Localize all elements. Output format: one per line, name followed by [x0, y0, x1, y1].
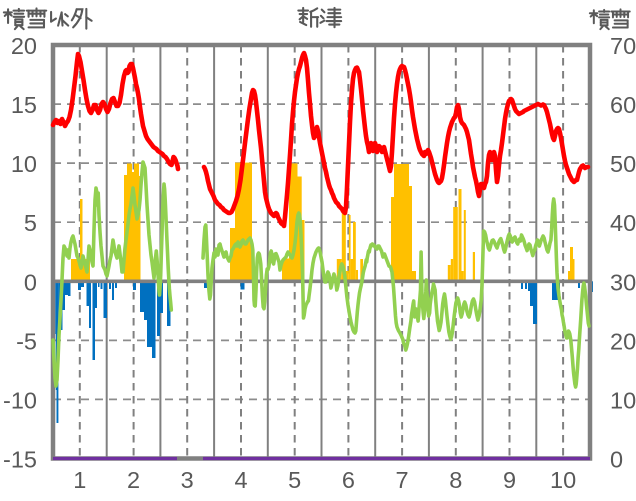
svg-text:40: 40: [610, 210, 636, 236]
svg-text:10: 10: [550, 467, 576, 493]
svg-text:15: 15: [11, 92, 37, 118]
svg-text:-5: -5: [16, 328, 37, 354]
svg-text:30: 30: [610, 269, 636, 295]
svg-text:70: 70: [610, 33, 636, 59]
svg-text:9: 9: [503, 467, 516, 493]
svg-text:5: 5: [24, 210, 37, 236]
svg-text:60: 60: [610, 92, 636, 118]
svg-text:0: 0: [610, 447, 623, 473]
svg-text:10: 10: [610, 387, 636, 413]
svg-text:20: 20: [610, 328, 636, 354]
svg-text:7: 7: [396, 467, 409, 493]
svg-text:20: 20: [11, 33, 37, 59]
svg-text:8: 8: [449, 467, 462, 493]
svg-text:1: 1: [73, 467, 86, 493]
svg-text:-10: -10: [3, 387, 37, 413]
svg-text:4: 4: [234, 467, 247, 493]
svg-text:3: 3: [181, 467, 194, 493]
svg-text:2: 2: [127, 467, 140, 493]
svg-text:0: 0: [24, 269, 37, 295]
svg-text:5: 5: [288, 467, 301, 493]
svg-text:50: 50: [610, 151, 636, 177]
svg-text:10: 10: [11, 151, 37, 177]
svg-text:-15: -15: [3, 447, 37, 473]
svg-text:6: 6: [342, 467, 355, 493]
